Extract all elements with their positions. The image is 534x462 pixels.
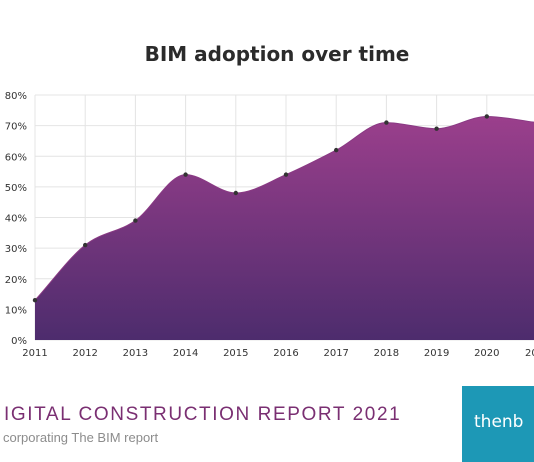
area-fill [35, 116, 534, 340]
y-axis-ticks: 0% 10% 20% 30% 40% 50% 60% 70% 80% [5, 91, 27, 347]
x-tick-label: 2012 [72, 348, 97, 359]
x-tick-label: 2015 [223, 348, 248, 359]
x-tick-label: 2017 [323, 348, 348, 359]
y-tick-label: 0% [11, 336, 27, 347]
data-point [183, 172, 188, 177]
y-tick-label: 30% [5, 244, 27, 255]
brand-logo-text: thenb [474, 412, 524, 432]
y-tick-label: 40% [5, 214, 27, 225]
y-tick-label: 60% [5, 152, 27, 163]
x-tick-label: 2019 [424, 348, 449, 359]
data-point [83, 242, 88, 248]
data-point [384, 120, 389, 125]
x-tick-label: 2013 [123, 348, 148, 359]
report-subtitle: corporating The BIM report [3, 430, 159, 445]
x-tick-label: 20 [525, 348, 534, 359]
x-tick-label: 2020 [474, 348, 499, 359]
data-point [484, 114, 489, 119]
data-points [32, 114, 489, 303]
data-point [133, 218, 138, 223]
x-tick-label: 2011 [22, 348, 47, 359]
y-tick-label: 20% [5, 275, 27, 286]
data-point [334, 147, 339, 153]
x-tick-label: 2014 [173, 348, 198, 359]
x-tick-label: 2016 [273, 348, 298, 359]
chart-title: BIM adoption over time [144, 42, 410, 66]
y-tick-label: 50% [5, 183, 27, 194]
y-tick-label: 80% [5, 91, 27, 102]
data-point [233, 190, 238, 196]
area-chart: 0% 10% 20% 30% 40% 50% 60% 70% 80% 2011 2012 2013 2… [5, 91, 534, 359]
brand-logo-box: thenb [462, 386, 534, 462]
report-title: IGITAL CONSTRUCTION REPORT 2021 [4, 404, 402, 425]
x-axis-ticks: 2011 2012 2013 2014 2015 2016 2017 2018 2019 2020… [22, 348, 534, 359]
x-tick-label: 2018 [374, 348, 399, 359]
area-series [34, 115, 534, 340]
y-tick-label: 10% [5, 305, 27, 316]
data-point [434, 126, 439, 131]
data-point [283, 172, 289, 177]
y-tick-label: 70% [5, 122, 27, 133]
data-point [32, 297, 38, 303]
